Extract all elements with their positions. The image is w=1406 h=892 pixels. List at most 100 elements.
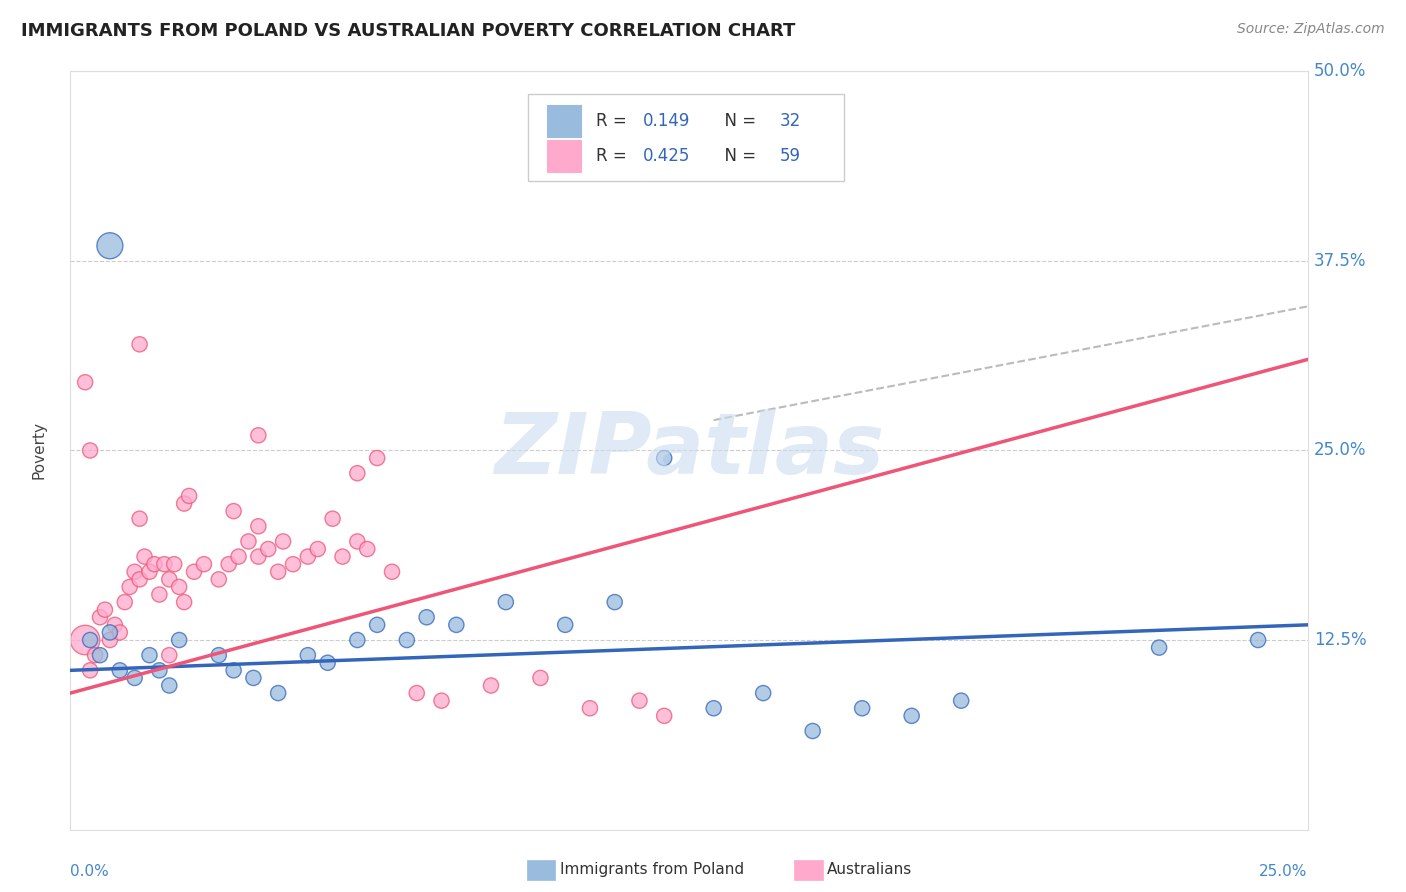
Point [752, 155, 775, 169]
Point [79, 443, 101, 458]
Point [346, 467, 368, 481]
Point [366, 451, 388, 466]
Point [94, 603, 117, 617]
Point [98, 625, 121, 640]
Point [238, 534, 260, 549]
Point [1147, 640, 1170, 655]
Point [297, 549, 319, 564]
Point [89, 648, 111, 662]
Point [628, 694, 651, 708]
Point [356, 542, 378, 557]
Point [108, 625, 131, 640]
Point [177, 489, 200, 503]
Point [257, 542, 280, 557]
Point [75, 376, 97, 390]
Point [108, 664, 131, 678]
Text: Australians: Australians [827, 863, 912, 877]
Text: 0.425: 0.425 [643, 147, 690, 165]
Point [529, 671, 551, 685]
Point [143, 557, 166, 572]
Point [173, 496, 195, 510]
Text: 32: 32 [779, 112, 800, 129]
Point [652, 708, 675, 723]
Point [579, 701, 602, 715]
Point [405, 686, 427, 700]
Point [148, 588, 170, 602]
FancyBboxPatch shape [547, 104, 581, 136]
Point [118, 580, 141, 594]
Point [267, 686, 290, 700]
Text: R =: R = [596, 147, 633, 165]
Point [603, 595, 626, 609]
Point [138, 565, 160, 579]
Point [128, 573, 150, 587]
Point [332, 549, 354, 564]
Point [134, 549, 156, 564]
Point [381, 565, 404, 579]
Point [247, 428, 270, 442]
Point [415, 610, 437, 624]
Point [752, 686, 775, 700]
Point [346, 534, 368, 549]
Text: 12.5%: 12.5% [1313, 631, 1367, 649]
Point [79, 633, 101, 648]
Point [208, 573, 231, 587]
Text: ZIPatlas: ZIPatlas [494, 409, 884, 492]
Text: 0.0%: 0.0% [70, 863, 110, 879]
Point [208, 648, 231, 662]
Text: 50.0%: 50.0% [1313, 62, 1367, 80]
Text: R =: R = [596, 112, 633, 129]
Point [267, 565, 290, 579]
Point [316, 656, 339, 670]
Point [218, 557, 240, 572]
Point [222, 504, 245, 518]
Point [495, 595, 517, 609]
Point [98, 238, 121, 253]
Point [366, 617, 388, 632]
Text: 25.0%: 25.0% [1260, 863, 1308, 879]
Point [297, 648, 319, 662]
Point [84, 648, 107, 662]
Point [222, 664, 245, 678]
Point [193, 557, 215, 572]
Point [271, 534, 294, 549]
Point [157, 648, 180, 662]
Point [173, 595, 195, 609]
Point [124, 671, 146, 685]
Text: 25.0%: 25.0% [1313, 442, 1367, 459]
Point [851, 701, 873, 715]
Text: N =: N = [714, 112, 761, 129]
Point [346, 633, 368, 648]
Point [183, 565, 205, 579]
Point [98, 633, 121, 648]
Point [79, 664, 101, 678]
Text: Poverty: Poverty [32, 421, 46, 480]
Point [124, 565, 146, 579]
Point [228, 549, 250, 564]
Point [104, 617, 127, 632]
Point [114, 595, 136, 609]
Text: IMMIGRANTS FROM POLAND VS AUSTRALIAN POVERTY CORRELATION CHART: IMMIGRANTS FROM POLAND VS AUSTRALIAN POV… [21, 22, 796, 40]
Point [157, 678, 180, 692]
Point [430, 694, 453, 708]
Point [247, 549, 270, 564]
Text: Immigrants from Poland: Immigrants from Poland [560, 863, 744, 877]
Point [307, 542, 329, 557]
Text: 59: 59 [779, 147, 800, 165]
Text: 37.5%: 37.5% [1313, 252, 1367, 270]
Point [801, 724, 824, 739]
FancyBboxPatch shape [529, 95, 844, 181]
Point [89, 610, 111, 624]
Point [128, 512, 150, 526]
Point [652, 451, 675, 466]
Point [322, 512, 344, 526]
Point [554, 617, 576, 632]
Point [242, 671, 264, 685]
FancyBboxPatch shape [547, 140, 581, 172]
Point [281, 557, 304, 572]
Text: 0.149: 0.149 [643, 112, 690, 129]
Point [900, 708, 922, 723]
Point [153, 557, 176, 572]
Point [148, 664, 170, 678]
Point [479, 678, 502, 692]
